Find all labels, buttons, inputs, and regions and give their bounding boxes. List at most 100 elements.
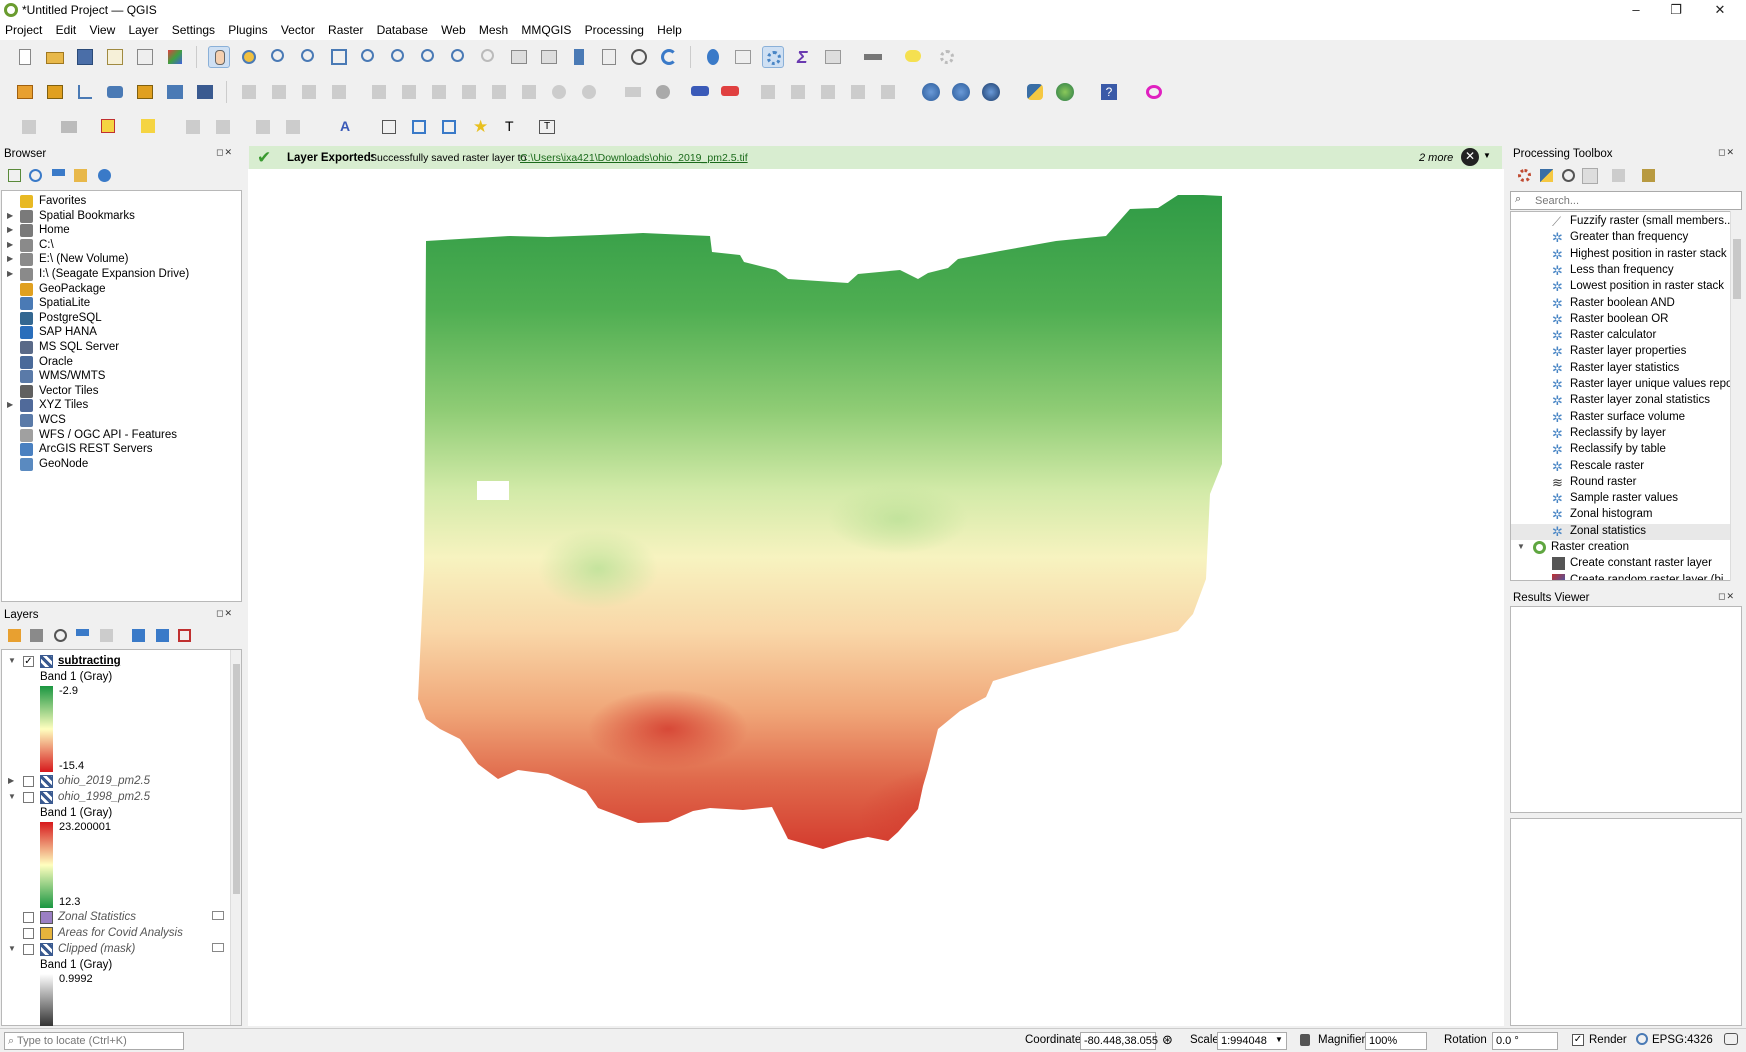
add-group-icon[interactable] [30, 629, 43, 642]
browser-item[interactable]: WFS / OGC API - Features [2, 428, 240, 444]
show-bookmarks-icon[interactable] [598, 46, 620, 68]
delete-selected-icon[interactable] [428, 81, 450, 103]
processing-algorithm-item[interactable]: ✲ Zonal statistics [1511, 523, 1741, 540]
plugin-globe-icon[interactable] [1054, 81, 1076, 103]
processing-algorithm-item[interactable]: Create constant raster layer [1511, 556, 1741, 572]
processing-algorithm-item[interactable]: ✲ Raster layer zonal statistics [1511, 393, 1741, 409]
browser-item[interactable]: Oracle [2, 355, 240, 371]
select-features-icon[interactable] [98, 116, 120, 138]
browser-item[interactable]: WMS/WMTS [2, 369, 240, 385]
toggle-extents-icon[interactable]: ⊛ [1162, 1032, 1173, 1047]
map-tips-icon[interactable] [902, 46, 924, 68]
results-dock-buttons[interactable]: ◻✕ [1718, 591, 1736, 601]
layers-dock-buttons[interactable]: ◻✕ [216, 608, 234, 618]
advanced-digitize-icon[interactable] [182, 116, 204, 138]
layers-tree[interactable]: ▼ ✓ subtracting Band 1 (Gray) -2.9 -15.4 ▶ ohio… [1, 649, 242, 1026]
layer-item[interactable]: ▶ ohio_2019_pm2.5 [2, 774, 230, 790]
new-bookmark-icon[interactable] [568, 46, 590, 68]
scripts-icon[interactable] [1540, 169, 1553, 182]
menu-processing[interactable]: Processing [584, 23, 644, 37]
menu-mesh[interactable]: Mesh [478, 23, 509, 37]
measure-line-icon[interactable] [862, 46, 884, 68]
browser-item[interactable]: WCS [2, 413, 240, 429]
processing-algorithm-item[interactable]: ✲ Highest position in raster stack [1511, 247, 1741, 263]
zoom-native-icon[interactable] [418, 46, 440, 68]
browser-item[interactable]: MS SQL Server [2, 340, 240, 356]
magnifier-field[interactable]: 100% [1365, 1032, 1427, 1050]
filter-legend-icon[interactable] [76, 629, 89, 642]
crs-globe-icon[interactable] [1636, 1033, 1648, 1045]
processing-search-field[interactable]: ⌕ Search... [1510, 191, 1742, 210]
pan-map-icon[interactable] [208, 46, 230, 68]
layer-visibility-checkbox[interactable] [23, 776, 34, 787]
browser-item[interactable]: ▶ C:\ [2, 238, 240, 254]
processing-algorithm-item[interactable]: ✲ Lowest position in raster stack [1511, 279, 1741, 295]
menu-plugins[interactable]: Plugins [228, 23, 268, 37]
locator-gear-icon[interactable] [936, 46, 958, 68]
results-viewer-icon[interactable] [1582, 168, 1598, 184]
reshape-icon[interactable] [408, 116, 430, 138]
save-project-icon[interactable] [74, 46, 96, 68]
annotation-menu-icon[interactable]: T [536, 116, 558, 138]
new-mesh-layer-icon[interactable] [194, 81, 216, 103]
processing-algorithm-item[interactable]: ✲ Raster boolean AND [1511, 296, 1741, 312]
shape-tool-icon[interactable] [58, 116, 80, 138]
label-show-hide-icon[interactable] [847, 81, 869, 103]
processing-algorithm-item[interactable]: Create random raster layer (bi... [1511, 573, 1741, 580]
minimize-button[interactable]: – [1632, 2, 1640, 17]
layer-notes-icon[interactable] [212, 943, 224, 952]
paste-features-icon[interactable] [518, 81, 540, 103]
filter-icon[interactable] [52, 169, 65, 182]
layer-item[interactable]: ▼ ✓ subtracting [2, 654, 230, 670]
expand-arrow-icon[interactable]: ▶ [7, 210, 14, 220]
refresh-icon[interactable] [658, 46, 680, 68]
menu-edit[interactable]: Edit [55, 23, 77, 37]
expand-arrow-icon[interactable]: ▼ [8, 792, 16, 801]
add-wcs-layer-icon[interactable] [980, 81, 1002, 103]
new-spatialite-layer-icon[interactable] [104, 81, 126, 103]
processing-algorithm-item[interactable]: ✲ Raster calculator [1511, 328, 1741, 344]
label-properties-icon[interactable] [877, 81, 899, 103]
more-messages-label[interactable]: 2 more [1419, 152, 1454, 164]
statistical-summary-icon[interactable]: Σ [797, 47, 808, 67]
locator-search-field[interactable]: ⌕ Type to locate (Ctrl+K) [4, 1032, 184, 1050]
processing-algorithm-item[interactable]: ✲ Reclassify by table [1511, 442, 1741, 458]
new-map-view-icon[interactable] [508, 46, 530, 68]
new-virtual-layer-icon[interactable] [164, 81, 186, 103]
layer-visibility-checkbox[interactable]: ✓ [23, 656, 34, 667]
crs-label[interactable]: EPSG:4326 [1652, 1034, 1713, 1046]
menu-layer[interactable]: Layer [128, 23, 159, 37]
digitize-curve-icon[interactable] [378, 116, 400, 138]
browser-item[interactable]: ▶ E:\ (New Volume) [2, 252, 240, 268]
python-console-icon[interactable] [1024, 81, 1046, 103]
menu-settings[interactable]: Settings [171, 23, 216, 37]
manage-map-themes-icon[interactable] [54, 629, 67, 642]
browser-item[interactable]: ▶ Spatial Bookmarks [2, 209, 240, 225]
processing-toolbox-icon[interactable] [762, 46, 784, 68]
split-features-icon[interactable] [252, 116, 274, 138]
collapse-all-layers-icon[interactable] [156, 629, 169, 642]
new-temporary-layer-icon[interactable] [134, 81, 156, 103]
cut-features-icon[interactable] [458, 81, 480, 103]
collapse-all-icon[interactable] [74, 169, 87, 182]
processing-algorithm-item[interactable]: ✲ Greater than frequency [1511, 230, 1741, 246]
plugin-ring-icon[interactable] [1143, 81, 1165, 103]
expand-arrow-icon[interactable]: ▶ [7, 254, 14, 264]
rotation-field[interactable]: 0.0 ° [1492, 1032, 1558, 1050]
menu-raster[interactable]: Raster [328, 23, 364, 37]
browser-item[interactable]: PostgreSQL [2, 311, 240, 327]
message-link[interactable]: C:\Users\ixa421\Downloads\ohio_2019_pm2.… [520, 152, 748, 164]
processing-algorithm-item[interactable]: ⟋ Fuzzify raster (small members... [1511, 214, 1741, 230]
new-print-layout-icon[interactable] [104, 46, 126, 68]
browser-tree[interactable]: Favorites ▶ Spatial Bookmarks ▶ Home ▶ C:\ ▶ E:\… [1, 190, 242, 602]
message-menu-chevron-icon[interactable]: ▼ [1483, 151, 1491, 160]
browser-item[interactable]: GeoPackage [2, 282, 240, 298]
properties-icon[interactable] [98, 169, 111, 182]
expand-arrow-icon[interactable]: ▶ [8, 776, 15, 785]
processing-algorithm-item[interactable]: ✲ Less than frequency [1511, 263, 1741, 279]
remove-layer-icon[interactable] [178, 629, 191, 642]
menu-view[interactable]: View [89, 23, 116, 37]
expand-arrow-icon[interactable]: ▼ [8, 656, 16, 665]
label-move-icon[interactable] [757, 81, 779, 103]
collapse-arrow-icon[interactable]: ▼ [1517, 542, 1525, 551]
